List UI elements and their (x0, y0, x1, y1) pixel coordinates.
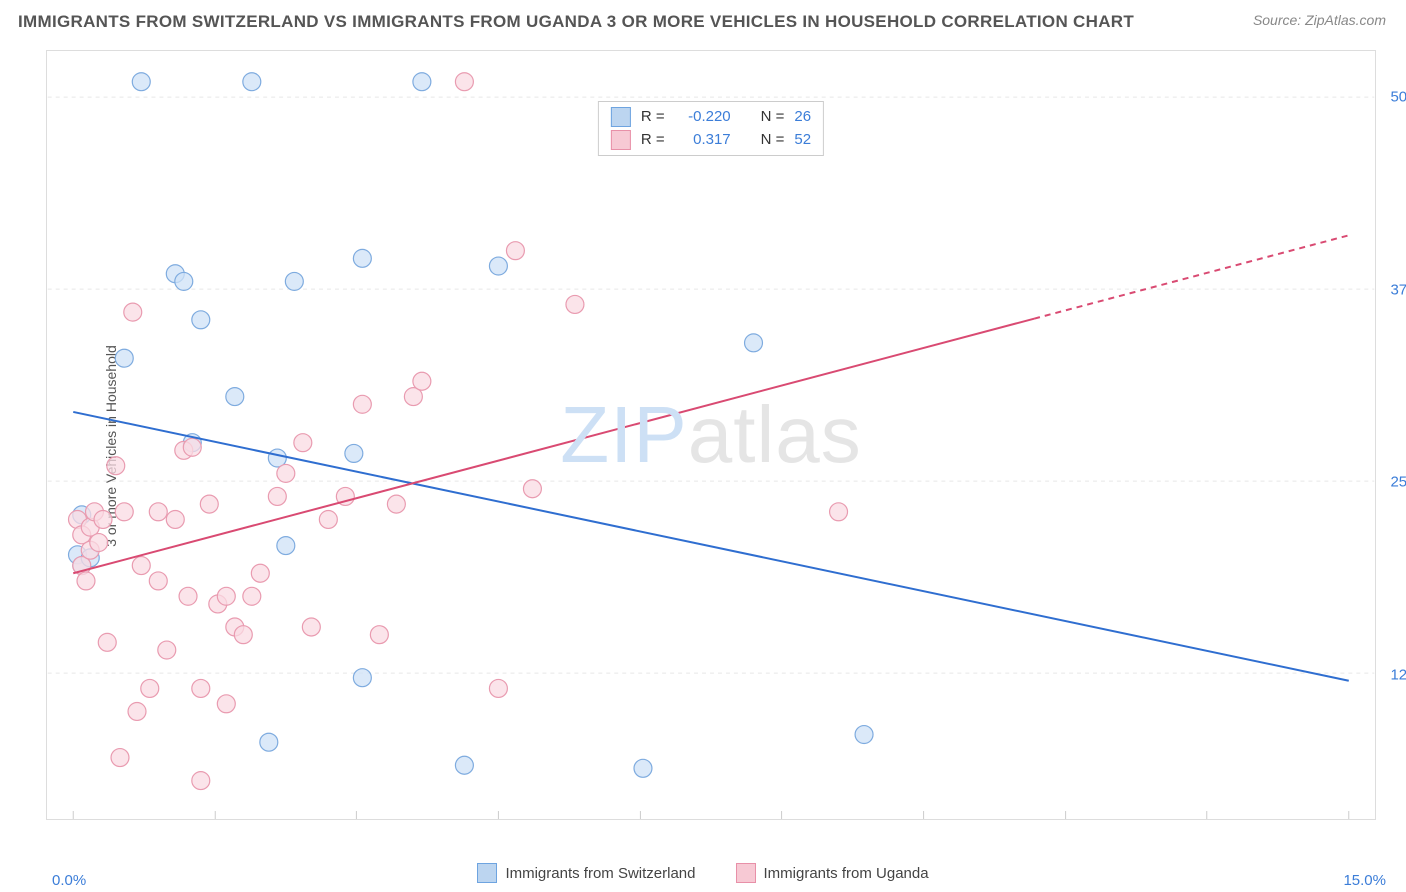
source-label: Source: ZipAtlas.com (1253, 12, 1386, 28)
swatch-switzerland-icon (477, 863, 497, 883)
swatch-uganda-icon (736, 863, 756, 883)
header: IMMIGRANTS FROM SWITZERLAND VS IMMIGRANT… (0, 0, 1406, 44)
legend-item-switzerland: Immigrants from Switzerland (477, 863, 695, 883)
chart-svg (47, 51, 1375, 819)
swatch-uganda (611, 130, 631, 150)
chart-title: IMMIGRANTS FROM SWITZERLAND VS IMMIGRANT… (18, 12, 1134, 32)
y-tick-label: 37.5% (1390, 281, 1406, 298)
y-tick-label: 12.5% (1390, 666, 1406, 683)
legend-series: Immigrants from Switzerland Immigrants f… (0, 854, 1406, 892)
legend-correlation: R = -0.220 N = 26 R = 0.317 N = 52 (598, 101, 824, 156)
legend-row-uganda: R = 0.317 N = 52 (611, 129, 811, 152)
swatch-switzerland (611, 107, 631, 127)
legend-item-uganda: Immigrants from Uganda (736, 863, 929, 883)
plot-area: ZIPatlas R = -0.220 N = 26 R = 0.317 N =… (46, 50, 1376, 820)
legend-label-uganda: Immigrants from Uganda (764, 865, 929, 882)
y-tick-label: 25.0% (1390, 474, 1406, 491)
y-tick-label: 50.0% (1390, 89, 1406, 106)
legend-label-switzerland: Immigrants from Switzerland (505, 865, 695, 882)
legend-row-switzerland: R = -0.220 N = 26 (611, 106, 811, 129)
